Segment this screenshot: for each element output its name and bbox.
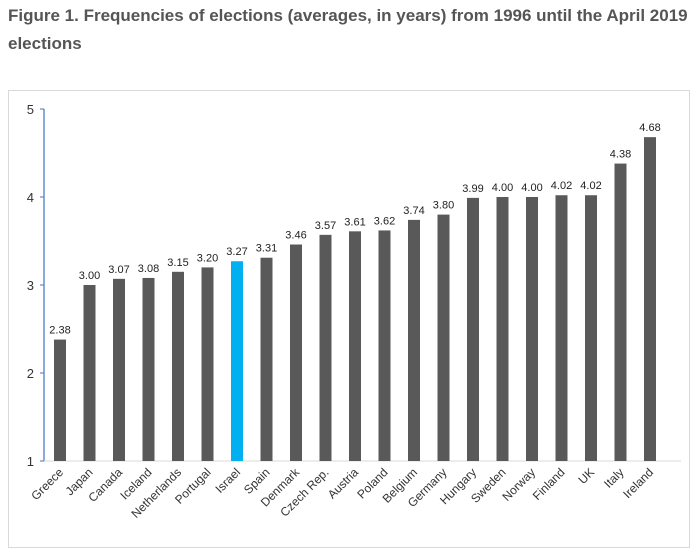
value-label: 3.74: [403, 205, 424, 217]
value-label: 4.68: [639, 122, 660, 134]
category-label: Finland: [530, 465, 568, 503]
bar-germany: [437, 214, 450, 461]
bar-hungary: [467, 197, 479, 461]
bar-spain: [260, 257, 273, 461]
bar-italy: [614, 163, 627, 461]
bar-denmark: [290, 244, 302, 461]
value-label: 3.99: [462, 183, 483, 195]
category-label: Ireland: [620, 465, 656, 501]
value-label: 4.38: [610, 149, 631, 161]
bar-belgium: [408, 219, 420, 461]
bar-greece: [54, 339, 66, 461]
bar-poland: [378, 230, 391, 461]
bar-netherlands: [172, 271, 184, 461]
category-label: Israel: [212, 465, 243, 496]
value-label: 3.80: [433, 200, 454, 212]
value-label: 3.07: [108, 264, 129, 276]
bar-czech-rep: [319, 234, 332, 461]
y-tick-label: 1: [27, 454, 34, 469]
bar-ireland: [644, 137, 656, 461]
value-label: 4.00: [492, 182, 513, 194]
value-label: 3.46: [285, 230, 306, 242]
y-tick-label: 3: [27, 278, 34, 293]
value-label: 2.38: [49, 325, 70, 337]
bar-norway: [526, 197, 538, 461]
bar-austria: [349, 231, 361, 461]
value-label: 3.08: [138, 263, 159, 275]
value-label: 4.00: [521, 182, 542, 194]
value-label: 3.00: [79, 270, 100, 282]
data-labels: 2.38 3.00 3.07 3.08 3.15 3.20 3.27 3.31 3.46 3.57…: [49, 122, 660, 336]
value-label: 3.27: [226, 246, 247, 258]
bar-israel: [231, 261, 243, 461]
value-label: 3.20: [197, 252, 218, 264]
bars: [54, 137, 656, 461]
figure-title: Figure 1. Frequencies of elections (aver…: [8, 6, 688, 53]
bar-finland: [555, 195, 568, 461]
bar-chart: 1 2 3 4 5 2.38 3.00 3.07 3.08 3.15 3.20 3.27 3.31 3.…: [27, 102, 681, 521]
value-label: 3.15: [167, 257, 188, 269]
value-label: 3.31: [256, 243, 277, 255]
category-label: Austria: [325, 465, 362, 502]
category-label: Greece: [28, 465, 66, 503]
value-label: 3.57: [315, 220, 336, 232]
category-labels: GreeceJapanCanadaIcelandNetherlandsPortu…: [28, 465, 656, 521]
category-label: Italy: [601, 465, 626, 490]
chart-frame: 1 2 3 4 5 2.38 3.00 3.07 3.08 3.15 3.20 3.27 3.31 3.…: [8, 90, 690, 548]
bar-iceland: [142, 277, 155, 461]
y-tick-label: 4: [27, 190, 34, 205]
y-tick-label: 5: [27, 102, 34, 117]
category-label: UK: [575, 465, 597, 487]
bar-japan: [83, 285, 96, 461]
bar-sweden: [496, 197, 509, 461]
bar-portugal: [201, 267, 214, 461]
bar-canada: [113, 278, 125, 461]
bar-uk: [585, 195, 597, 461]
value-label: 3.61: [344, 216, 365, 228]
y-tick-label: 2: [27, 366, 34, 381]
value-label: 3.62: [374, 215, 395, 227]
category-label: Norway: [499, 465, 538, 504]
value-label: 4.02: [580, 180, 601, 192]
value-label: 4.02: [551, 180, 572, 192]
